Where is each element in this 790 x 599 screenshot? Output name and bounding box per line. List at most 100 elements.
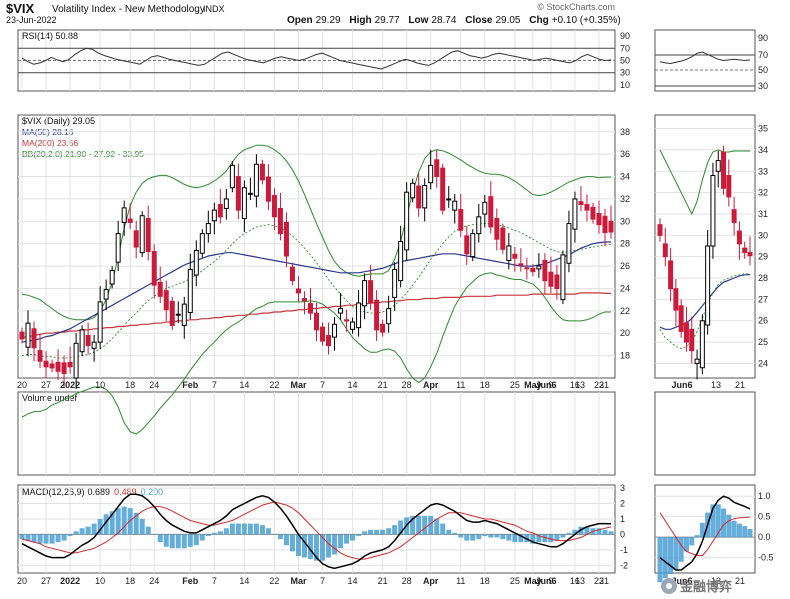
candle-body bbox=[542, 259, 548, 282]
zoom-macd-hist-bar bbox=[710, 504, 716, 538]
candle-body bbox=[476, 216, 482, 235]
macd-tick-label: 1 bbox=[620, 514, 625, 524]
macd-hist-bar bbox=[506, 534, 512, 541]
candle-body bbox=[73, 342, 79, 379]
candle-body bbox=[157, 281, 163, 297]
candle-body bbox=[356, 302, 362, 329]
zoom-price-panel bbox=[654, 114, 756, 379]
x-axis-label: 25 bbox=[510, 380, 520, 390]
close-value: 29.05 bbox=[495, 15, 520, 26]
macd-hist-bar bbox=[253, 523, 259, 535]
zoom-candle-body bbox=[731, 209, 737, 224]
macd-hist-bar bbox=[283, 534, 289, 546]
x-axis-label: 28 bbox=[402, 576, 412, 586]
zoom-candle-body bbox=[657, 224, 663, 236]
candle-body bbox=[428, 164, 434, 184]
x-axis-label: 7 bbox=[212, 380, 217, 390]
zoom-price-tick-label: 31 bbox=[758, 209, 768, 219]
macd-hist-bar bbox=[536, 534, 542, 543]
candle-body bbox=[386, 308, 392, 325]
macd-hist-bar bbox=[115, 508, 121, 535]
zoom-candle-body bbox=[662, 243, 668, 258]
macd-hist-bar bbox=[422, 515, 428, 535]
x-axis-label: 14 bbox=[239, 380, 249, 390]
macd-hist-bar bbox=[175, 534, 181, 549]
candle-body bbox=[121, 207, 127, 223]
macd-hist-bar bbox=[332, 534, 338, 555]
zoom-bb-mid-line bbox=[659, 273, 750, 349]
candle-body bbox=[332, 323, 338, 338]
zoom-candle-body bbox=[736, 230, 742, 245]
watermark-logo-dot bbox=[666, 583, 672, 589]
x-axis-label: Jun6 bbox=[535, 576, 556, 586]
zoom-rsi-tick-label: 30 bbox=[758, 81, 768, 91]
candle-body bbox=[422, 185, 428, 209]
price-tick-label: 34 bbox=[620, 172, 630, 182]
candle-body bbox=[578, 201, 584, 206]
macd-hist-bar bbox=[67, 534, 73, 536]
ma50-line bbox=[21, 241, 612, 343]
low-label: Low bbox=[408, 15, 428, 26]
candle-body bbox=[67, 361, 73, 368]
zoom-candle-body bbox=[683, 322, 689, 343]
x-axis-label: May bbox=[524, 380, 542, 390]
macd-tick-label: -1 bbox=[620, 545, 628, 555]
macd-hist-bar bbox=[109, 511, 115, 535]
macd-hist-bar bbox=[548, 534, 554, 543]
x-axis-label: 23 bbox=[594, 576, 604, 586]
candle-body bbox=[205, 223, 211, 235]
macd-hist-bar bbox=[596, 528, 602, 535]
candle-body bbox=[61, 362, 67, 375]
macd-hist-bar bbox=[386, 528, 392, 535]
candle-body bbox=[506, 245, 512, 261]
rsi-label: RSI(14) 50.88 bbox=[22, 31, 78, 41]
chart-header: $VIX Volatility Index - New Methodology … bbox=[6, 1, 621, 26]
zoom-x-axis-label: 13 bbox=[711, 380, 721, 390]
price-label: $VIX (Daily) 29.05 bbox=[22, 116, 95, 126]
candle-body bbox=[97, 301, 103, 343]
zoom-price-tick-label: 34 bbox=[758, 145, 768, 155]
x-axis-label: 18 bbox=[480, 576, 490, 586]
price-tick-label: 26 bbox=[620, 261, 630, 271]
zoom-macd-hist-bar bbox=[742, 526, 748, 538]
macd-hist-bar bbox=[73, 531, 79, 535]
zoom-price-tick-label: 27 bbox=[758, 294, 768, 304]
candle-body bbox=[31, 328, 37, 349]
zoom-macd-tick-label: -0.5 bbox=[758, 553, 774, 563]
zoom-x-axis-label: Jun6 bbox=[671, 576, 692, 586]
x-axis-label: May bbox=[524, 576, 542, 586]
candle-body bbox=[464, 235, 470, 255]
x-axis-label: Apr bbox=[423, 380, 439, 390]
zoom-macd-hist-bar bbox=[731, 520, 737, 538]
zoom-price-tick-label: 33 bbox=[758, 166, 768, 176]
close-label: Close bbox=[465, 15, 493, 26]
candle-body bbox=[85, 334, 91, 347]
macd-tick-label: -2 bbox=[620, 560, 628, 570]
macd-hist-bar bbox=[512, 534, 518, 543]
candle-body bbox=[494, 218, 500, 240]
macd-hist-bar bbox=[542, 534, 548, 543]
macd-hist-bar bbox=[368, 529, 374, 535]
zoom-macd-panel bbox=[654, 484, 756, 574]
candle-body bbox=[241, 187, 247, 220]
candle-body bbox=[253, 163, 259, 197]
macd-hist-bar bbox=[19, 534, 25, 540]
candle-body bbox=[554, 274, 560, 289]
zoom-macd-tick-label: 1.0 bbox=[758, 491, 771, 501]
macd-hist-bar bbox=[350, 534, 356, 541]
low-value: 28.74 bbox=[431, 15, 456, 26]
macd-hist-bar bbox=[314, 534, 319, 561]
candle-body bbox=[548, 271, 554, 287]
macd-hist-bar bbox=[518, 534, 524, 543]
macd-hist-bar bbox=[458, 534, 464, 538]
macd-hist-bar bbox=[235, 523, 241, 535]
macd-hist-bar bbox=[500, 534, 506, 540]
macd-hist-bar bbox=[440, 523, 446, 535]
x-axis-label: Jun6 bbox=[535, 380, 556, 390]
candle-body bbox=[524, 267, 530, 270]
candle-body bbox=[295, 288, 301, 294]
candle-body bbox=[608, 220, 614, 233]
candle-body bbox=[434, 159, 440, 178]
macd-hist-bar bbox=[61, 534, 67, 541]
macd-hist-bar bbox=[145, 526, 151, 535]
